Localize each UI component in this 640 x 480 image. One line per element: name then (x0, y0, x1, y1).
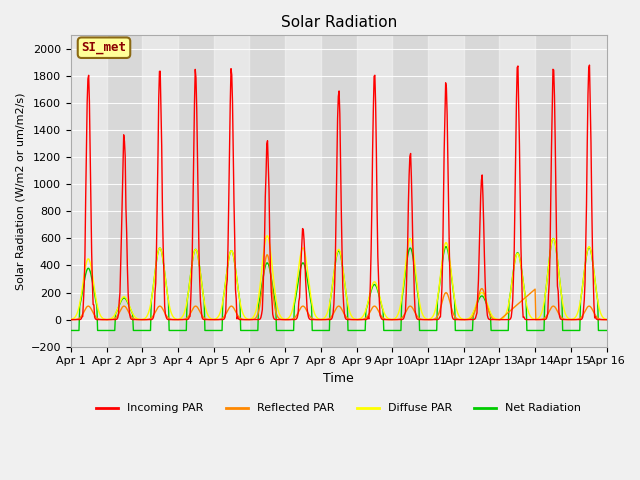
Legend: Incoming PAR, Reflected PAR, Diffuse PAR, Net Radiation: Incoming PAR, Reflected PAR, Diffuse PAR… (92, 399, 586, 418)
Diffuse PAR (405, 237, 413, 243)
Incoming PAR (404, 201, 412, 206)
Bar (428, 36, 464, 347)
Text: SI_met: SI_met (81, 41, 127, 54)
Net Radiation (214, 327, 222, 333)
Reflected PAR (132, 316, 140, 322)
Net Radiation (186, 277, 194, 283)
X-axis label: Time: Time (323, 372, 354, 385)
Diffuse PAR (187, 271, 195, 276)
Diffuse PAR (77, 297, 84, 302)
Diffuse PAR (132, 315, 140, 321)
Title: Solar Radiation: Solar Radiation (280, 15, 397, 30)
Reflected PAR (67, 317, 75, 323)
Diffuse PAR (421, 315, 429, 321)
Reflected PAR (186, 311, 194, 317)
Incoming PAR (132, 317, 140, 323)
Bar (285, 36, 321, 347)
Incoming PAR (67, 317, 75, 323)
Reflected PAR (404, 304, 412, 310)
Line: Diffuse PAR: Diffuse PAR (71, 236, 607, 320)
Incoming PAR (186, 313, 194, 319)
Net Radiation (603, 327, 611, 333)
Net Radiation (77, 300, 84, 306)
Incoming PAR (586, 62, 593, 68)
Diffuse PAR (215, 312, 223, 318)
Bar (214, 36, 250, 347)
Line: Incoming PAR: Incoming PAR (71, 65, 607, 320)
Net Radiation (404, 253, 412, 259)
Net Radiation (549, 236, 557, 241)
Bar (499, 36, 535, 347)
Incoming PAR (77, 316, 84, 322)
Reflected PAR (420, 317, 428, 323)
Diffuse PAR (67, 316, 75, 322)
Bar (142, 36, 178, 347)
Reflected PAR (264, 252, 271, 258)
Diffuse PAR (603, 316, 611, 322)
Reflected PAR (214, 317, 222, 323)
Net Radiation (132, 327, 140, 333)
Incoming PAR (282, 317, 289, 323)
Net Radiation (67, 327, 75, 333)
Reflected PAR (603, 317, 611, 323)
Reflected PAR (77, 314, 84, 320)
Bar (571, 36, 607, 347)
Incoming PAR (214, 317, 222, 323)
Line: Reflected PAR: Reflected PAR (71, 255, 607, 320)
Y-axis label: Solar Radiation (W/m2 or um/m2/s): Solar Radiation (W/m2 or um/m2/s) (15, 92, 25, 290)
Diffuse PAR (102, 317, 110, 323)
Bar (356, 36, 392, 347)
Line: Net Radiation: Net Radiation (71, 239, 607, 330)
Diffuse PAR (263, 233, 271, 239)
Incoming PAR (603, 317, 611, 323)
Bar (71, 36, 106, 347)
Incoming PAR (420, 317, 428, 323)
Net Radiation (419, 327, 427, 333)
